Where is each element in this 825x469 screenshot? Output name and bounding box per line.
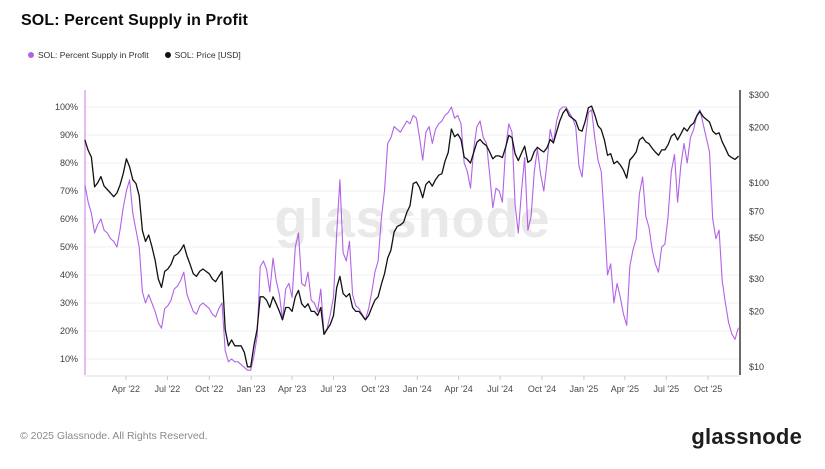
legend-item-price-usd[interactable]: SOL: Price [USD] xyxy=(164,50,241,60)
right-tick-label: $30 xyxy=(749,274,764,284)
right-tick-label: $300 xyxy=(749,90,769,100)
x-tick-label: Jul '23 xyxy=(321,384,347,394)
series-price-usd[interactable] xyxy=(84,105,739,368)
right-tick-label: $10 xyxy=(749,362,764,372)
legend-label: SOL: Percent Supply in Profit xyxy=(38,50,149,60)
left-tick-label: 50% xyxy=(60,242,78,252)
x-tick-label: Jul '24 xyxy=(487,384,513,394)
x-tick-label: Jan '24 xyxy=(403,384,432,394)
x-tick-label: Apr '23 xyxy=(278,384,306,394)
x-tick-label: Oct '25 xyxy=(694,384,722,394)
left-tick-label: 60% xyxy=(60,214,78,224)
left-tick-label: 100% xyxy=(55,102,78,112)
x-tick-label: Oct '23 xyxy=(361,384,389,394)
page-title: SOL: Percent Supply in Profit xyxy=(21,12,248,29)
glassnode-logo: glassnode xyxy=(691,424,802,449)
legend-dot-black-icon xyxy=(164,52,171,58)
legend-item-percent-supply-in-profit[interactable]: SOL: Percent Supply in Profit xyxy=(28,50,149,60)
x-tick-label: Apr '24 xyxy=(445,384,473,394)
right-tick-label: $50 xyxy=(749,233,764,243)
x-tick-label: Oct '24 xyxy=(528,384,556,394)
right-tick-label: $200 xyxy=(749,122,769,132)
left-tick-label: 90% xyxy=(60,130,78,140)
series-percent-supply-in-profit[interactable] xyxy=(84,106,739,371)
legend-label: SOL: Price [USD] xyxy=(174,50,241,60)
x-tick-label: Apr '25 xyxy=(611,384,639,394)
x-tick-label: Jul '22 xyxy=(155,384,181,394)
left-tick-label: 40% xyxy=(60,270,78,280)
x-tick-label: Jan '25 xyxy=(570,384,599,394)
right-tick-label: $20 xyxy=(749,306,764,316)
chart-legend: SOL: Percent Supply in Profit SOL: Price… xyxy=(28,50,241,60)
x-tick-label: Jan '23 xyxy=(237,384,266,394)
copyright-text: © 2025 Glassnode. All Rights Reserved. xyxy=(20,430,208,442)
left-tick-label: 10% xyxy=(60,354,78,364)
left-tick-label: 30% xyxy=(60,298,78,308)
left-tick-label: 20% xyxy=(60,326,78,336)
left-tick-label: 80% xyxy=(60,158,78,168)
legend-dot-purple-icon xyxy=(28,52,34,58)
left-tick-label: 70% xyxy=(60,186,78,196)
watermark-text: glassnode xyxy=(274,189,550,249)
right-tick-label: $100 xyxy=(749,178,769,188)
x-tick-label: Jul '25 xyxy=(653,384,679,394)
right-tick-label: $70 xyxy=(749,206,764,216)
x-tick-label: Oct '22 xyxy=(195,384,223,394)
x-tick-label: Apr '22 xyxy=(112,384,140,394)
